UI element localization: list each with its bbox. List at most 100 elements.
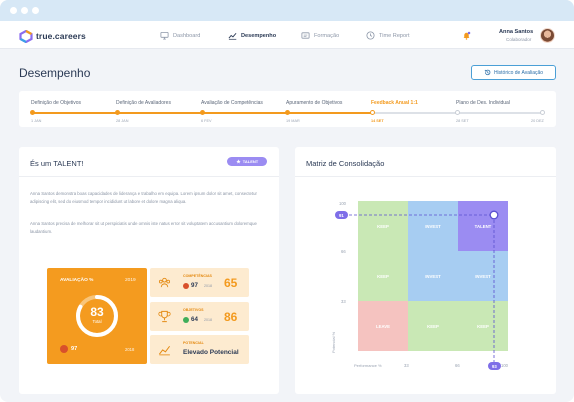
talent-badge-label: TALENT <box>242 159 259 164</box>
x-axis-tick: 66 <box>455 363 460 368</box>
metric-label: OBJETIVOS <box>183 308 204 312</box>
timeline-dot-current[interactable] <box>370 110 375 115</box>
metric-objetivos[interactable]: OBJETIVOS 64 2018 86 <box>150 302 249 331</box>
metric-label: COMPETÊNCIAS <box>183 274 212 278</box>
card-divider <box>295 176 556 177</box>
timeline-dot[interactable] <box>540 110 545 115</box>
chart-line-icon <box>228 32 237 40</box>
employee-position-marker[interactable] <box>489 210 499 220</box>
evaluation-total-value: 83 <box>90 305 104 319</box>
window-control-dot[interactable] <box>10 7 17 14</box>
history-button[interactable]: Histórico de Avaliação <box>471 65 556 80</box>
card-divider <box>19 176 279 177</box>
evaluation-previous-year: 2018 <box>125 347 135 352</box>
timeline-date: 20 DEZ <box>531 119 544 123</box>
education-icon <box>301 32 310 39</box>
matrix-cell-talent[interactable]: TALENT <box>458 201 508 251</box>
nav-label: Time Report <box>379 32 410 39</box>
timeline-stage-label[interactable]: Definição de Avaliadores <box>116 100 171 106</box>
metric-previous-year: 2018 <box>204 318 212 322</box>
growth-chart-icon <box>158 345 171 356</box>
timeline-stage-label[interactable]: Apuramento de Objetivos <box>286 100 343 106</box>
nav-label: Desempenho <box>241 32 277 39</box>
y-axis-tick: 66 <box>341 249 346 254</box>
matrix-cell[interactable]: KEEP <box>358 201 408 251</box>
evaluation-progress-ring <box>76 295 118 337</box>
timeline-dot[interactable] <box>200 110 205 115</box>
user-name[interactable]: Anna Santos <box>499 29 534 35</box>
evaluation-label: AVALIAÇÃO % <box>60 278 94 283</box>
evaluation-score-card[interactable]: AVALIAÇÃO % 2019 83 Total 97 2018 <box>47 268 147 364</box>
clock-icon <box>366 31 375 40</box>
x-axis-tick: 33 <box>404 363 409 368</box>
timeline-date: 14 SET <box>371 119 384 123</box>
timeline-date: 6 FEV <box>201 119 212 123</box>
evaluation-year: 2019 <box>125 278 136 283</box>
timeline-dot[interactable] <box>115 110 120 115</box>
evaluation-previous-value: 97 <box>71 346 78 352</box>
window-control-dot[interactable] <box>32 7 39 14</box>
matrix-card-title: Matriz de Consolidação <box>306 159 385 168</box>
talent-description-1: Anna Santos demonstra boas capacidades d… <box>30 191 257 204</box>
y-position-pill: 91 <box>335 211 348 219</box>
nav-desempenho[interactable]: Desempenho <box>228 31 276 40</box>
talent-description-2: Anna Santos precisa de melhorar sit ut p… <box>30 221 257 234</box>
matrix-cell[interactable]: LEAVE <box>358 301 408 351</box>
timeline-date: 28 SET <box>456 119 469 123</box>
logo-text[interactable]: true.careers <box>36 31 86 41</box>
star-icon <box>236 159 241 164</box>
matrix-cell[interactable]: KEEP <box>458 301 508 351</box>
metric-previous-value: 64 <box>191 316 198 323</box>
timeline-stage-label[interactable]: Avaliação de Competências <box>201 100 263 106</box>
matrix-cell[interactable]: INVEST <box>408 201 458 251</box>
metric-competencias[interactable]: COMPETÊNCIAS 97 2018 65 <box>150 268 249 297</box>
position-marker-overlay <box>344 210 499 366</box>
timeline-dot[interactable] <box>455 110 460 115</box>
metric-text-value: Elevado Potencial <box>183 349 239 356</box>
nav-label: Formação <box>314 32 340 39</box>
window-control-dot[interactable] <box>21 7 28 14</box>
page-title: Desempenho <box>19 66 91 80</box>
avatar[interactable] <box>540 28 555 43</box>
evaluation-total-label: Total <box>92 319 102 324</box>
matrix-cell[interactable]: INVEST <box>408 251 458 301</box>
talent-card-title: És um TALENT! <box>30 159 84 168</box>
trend-down-icon <box>60 345 68 353</box>
x-axis-tick: 100 <box>501 363 508 368</box>
timeline-stage-label[interactable]: Feedback Anual 1:1 <box>371 100 418 106</box>
x-position-pill: 93 <box>488 362 501 370</box>
timeline-dot[interactable] <box>30 110 35 115</box>
matrix-cell[interactable]: KEEP <box>358 251 408 301</box>
timeline-date: 1 JAN <box>31 119 42 123</box>
metric-label: POTENCIAL <box>183 341 204 345</box>
metric-previous-year: 2018 <box>204 284 212 288</box>
y-axis-tick: 33 <box>341 299 346 304</box>
trophy-icon <box>158 310 171 323</box>
timeline-date: 28 JAN <box>116 119 129 123</box>
talent-badge: TALENT <box>227 157 267 166</box>
notification-bell-icon[interactable] <box>462 31 471 40</box>
consolidation-matrix: KEEP INVEST TALENT KEEP INVEST INVEST LE… <box>344 201 508 366</box>
monitor-icon <box>160 31 169 40</box>
timeline-dot[interactable] <box>285 110 290 115</box>
nav-label: Dashboard <box>173 32 201 39</box>
metric-value: 86 <box>224 310 238 324</box>
timeline-stage-label[interactable]: Plano de Des. Individual <box>456 100 510 106</box>
logo-icon <box>19 30 33 43</box>
user-role: Colaborador <box>506 37 532 42</box>
talent-card: És um TALENT! TALENT Anna Santos demonst… <box>19 147 279 394</box>
nav-time-report[interactable]: Time Report <box>366 31 410 40</box>
matrix-cell[interactable]: KEEP <box>408 301 458 351</box>
window-titlebar <box>0 0 574 21</box>
y-axis-title: Potencial % <box>331 331 336 353</box>
matrix-cell[interactable]: INVEST <box>458 251 508 301</box>
timeline-date: 19 MAR <box>286 119 300 123</box>
metric-value: 65 <box>224 276 238 290</box>
history-button-label: Histórico de Avaliação <box>493 69 544 76</box>
timeline-stage-label[interactable]: Definição de Objetivos <box>31 100 82 106</box>
metric-potencial[interactable]: POTENCIAL Elevado Potencial <box>150 335 249 364</box>
metric-previous-value: 97 <box>191 282 198 289</box>
x-axis-title: Performance % <box>354 363 382 368</box>
nav-formacao[interactable]: Formação <box>301 31 339 40</box>
nav-dashboard[interactable]: Dashboard <box>160 31 200 40</box>
